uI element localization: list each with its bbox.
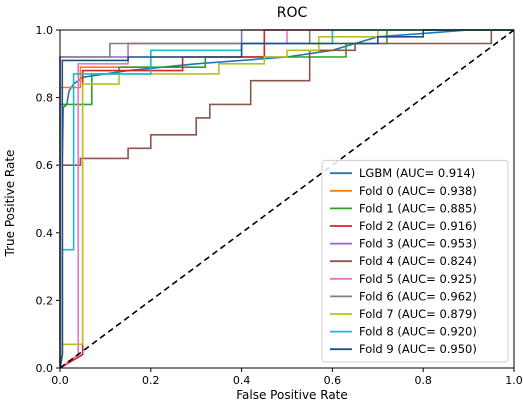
y-tick-label: 1.0	[36, 24, 54, 37]
x-axis-label: False Positive Rate	[236, 388, 348, 402]
y-tick-label: 0.6	[36, 159, 54, 172]
x-tick-label: 0.4	[233, 374, 251, 387]
legend: LGBM (AUC= 0.914) Fold 0 (AUC= 0.938) Fold…	[321, 159, 509, 363]
y-tick-label: 0.0	[36, 362, 54, 375]
legend-label: Fold 0 (AUC= 0.938)	[359, 184, 477, 198]
plot-frame	[59, 29, 515, 369]
y-axis-label: True Positive Rate	[3, 150, 17, 258]
series-line-8	[59, 29, 514, 369]
y-tick-label: 0.8	[36, 92, 54, 105]
y-tick-label: 0.2	[36, 294, 54, 307]
series-line-6	[59, 29, 514, 369]
x-tick-label: 1.0	[505, 374, 523, 387]
legend-label: LGBM (AUC= 0.914)	[359, 166, 475, 180]
legend-label: Fold 6 (AUC= 0.962)	[359, 289, 477, 303]
legend-label: Fold 4 (AUC= 0.824)	[359, 254, 477, 268]
x-axis: 0.0 0.2 0.4 0.6 0.8 1.0	[51, 368, 523, 387]
x-tick-label: 0.8	[414, 374, 432, 387]
y-axis: 0.0 0.2 0.4 0.6 0.8 1.0	[36, 24, 60, 375]
legend-label: Fold 3 (AUC= 0.953)	[359, 237, 477, 251]
legend-label: Fold 9 (AUC= 0.950)	[359, 342, 477, 356]
x-tick-label: 0.6	[324, 374, 342, 387]
legend-label: Fold 2 (AUC= 0.916)	[359, 219, 477, 233]
legend-label: Fold 8 (AUC= 0.920)	[359, 325, 477, 339]
legend-label: Fold 7 (AUC= 0.879)	[359, 307, 477, 321]
series-line-5	[59, 29, 514, 369]
legend-box	[321, 159, 509, 363]
y-tick-label: 0.4	[36, 227, 54, 240]
x-tick-label: 0.2	[142, 374, 160, 387]
legend-label: Fold 5 (AUC= 0.925)	[359, 272, 477, 286]
legend-label: Fold 1 (AUC= 0.885)	[359, 201, 477, 215]
chart-title: ROC	[277, 5, 308, 21]
chance-diagonal-line	[59, 29, 515, 369]
series-line-10	[59, 29, 514, 369]
plot-area	[59, 29, 515, 369]
x-tick-label: 0.0	[51, 374, 69, 387]
